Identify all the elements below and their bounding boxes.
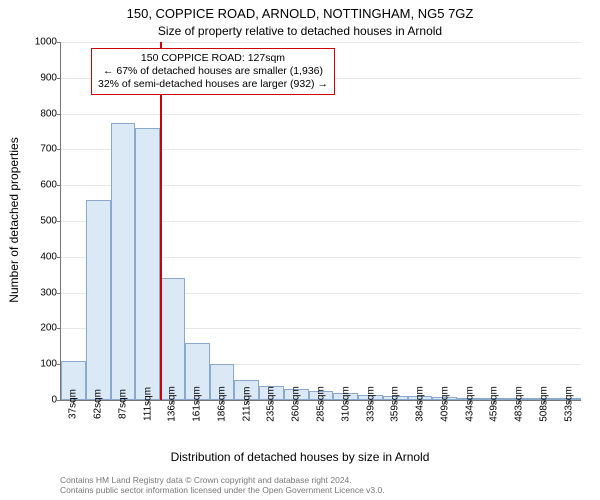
histogram-plot: 150 COPPICE ROAD: 127sqm ← 67% of detach… xyxy=(60,42,581,401)
y-tick-label: 0 xyxy=(51,395,57,406)
x-tick-label: 508sqm xyxy=(538,386,549,422)
x-tick-label: 62sqm xyxy=(93,389,104,419)
y-tick-label: 800 xyxy=(40,108,57,119)
y-tick-label: 300 xyxy=(40,287,57,298)
grid-line xyxy=(61,114,581,115)
y-tick-mark xyxy=(57,293,61,294)
x-tick-label: 533sqm xyxy=(563,386,574,422)
histogram-bar xyxy=(111,123,136,400)
y-axis-label: Number of detached properties xyxy=(7,137,21,302)
y-tick-mark xyxy=(57,221,61,222)
x-tick-label: 459sqm xyxy=(489,386,500,422)
x-tick-label: 339sqm xyxy=(365,386,376,422)
y-tick-mark xyxy=(57,78,61,79)
x-tick-label: 186sqm xyxy=(216,386,227,422)
x-tick-label: 87sqm xyxy=(117,389,128,419)
y-tick-label: 1000 xyxy=(35,37,57,48)
x-tick-label: 483sqm xyxy=(514,386,525,422)
y-tick-mark xyxy=(57,114,61,115)
attribution-line-2: Contains public sector information licen… xyxy=(60,486,385,496)
x-tick-label: 211sqm xyxy=(241,387,252,422)
x-tick-label: 111sqm xyxy=(142,387,153,421)
y-tick-label: 700 xyxy=(40,144,57,155)
chart-subtitle: Size of property relative to detached ho… xyxy=(0,24,600,38)
x-tick-label: 260sqm xyxy=(291,386,302,422)
chart-title: 150, COPPICE ROAD, ARNOLD, NOTTINGHAM, N… xyxy=(0,6,600,21)
annotation-box: 150 COPPICE ROAD: 127sqm ← 67% of detach… xyxy=(91,48,335,95)
attribution-text: Contains HM Land Registry data © Crown c… xyxy=(60,476,385,496)
property-marker-line xyxy=(160,42,162,400)
annotation-line-1: 150 COPPICE ROAD: 127sqm xyxy=(98,52,328,65)
x-tick-label: 136sqm xyxy=(167,386,178,422)
x-axis-label: Distribution of detached houses by size … xyxy=(0,450,600,464)
histogram-bar xyxy=(135,128,160,400)
x-tick-label: 161sqm xyxy=(192,386,203,422)
histogram-bar xyxy=(86,200,111,400)
y-tick-mark xyxy=(57,149,61,150)
x-tick-label: 285sqm xyxy=(316,386,327,422)
x-tick-label: 434sqm xyxy=(464,386,475,422)
y-tick-label: 100 xyxy=(40,359,57,370)
x-tick-label: 310sqm xyxy=(340,386,351,422)
y-tick-label: 400 xyxy=(40,251,57,262)
x-tick-label: 359sqm xyxy=(390,386,401,422)
y-tick-mark xyxy=(57,400,61,401)
x-tick-label: 409sqm xyxy=(439,386,450,422)
x-tick-label: 235sqm xyxy=(266,386,277,422)
histogram-bar xyxy=(160,278,185,400)
y-tick-label: 200 xyxy=(40,323,57,334)
y-tick-mark xyxy=(57,257,61,258)
y-tick-label: 600 xyxy=(40,180,57,191)
y-tick-mark xyxy=(57,185,61,186)
y-tick-label: 900 xyxy=(40,72,57,83)
y-tick-mark xyxy=(57,328,61,329)
annotation-line-2: ← 67% of detached houses are smaller (1,… xyxy=(98,65,328,78)
grid-line xyxy=(61,42,581,43)
x-tick-label: 384sqm xyxy=(415,386,426,422)
y-tick-mark xyxy=(57,42,61,43)
annotation-line-3: 32% of semi-detached houses are larger (… xyxy=(98,78,328,91)
x-tick-label: 37sqm xyxy=(68,389,79,419)
y-tick-label: 500 xyxy=(40,216,57,227)
